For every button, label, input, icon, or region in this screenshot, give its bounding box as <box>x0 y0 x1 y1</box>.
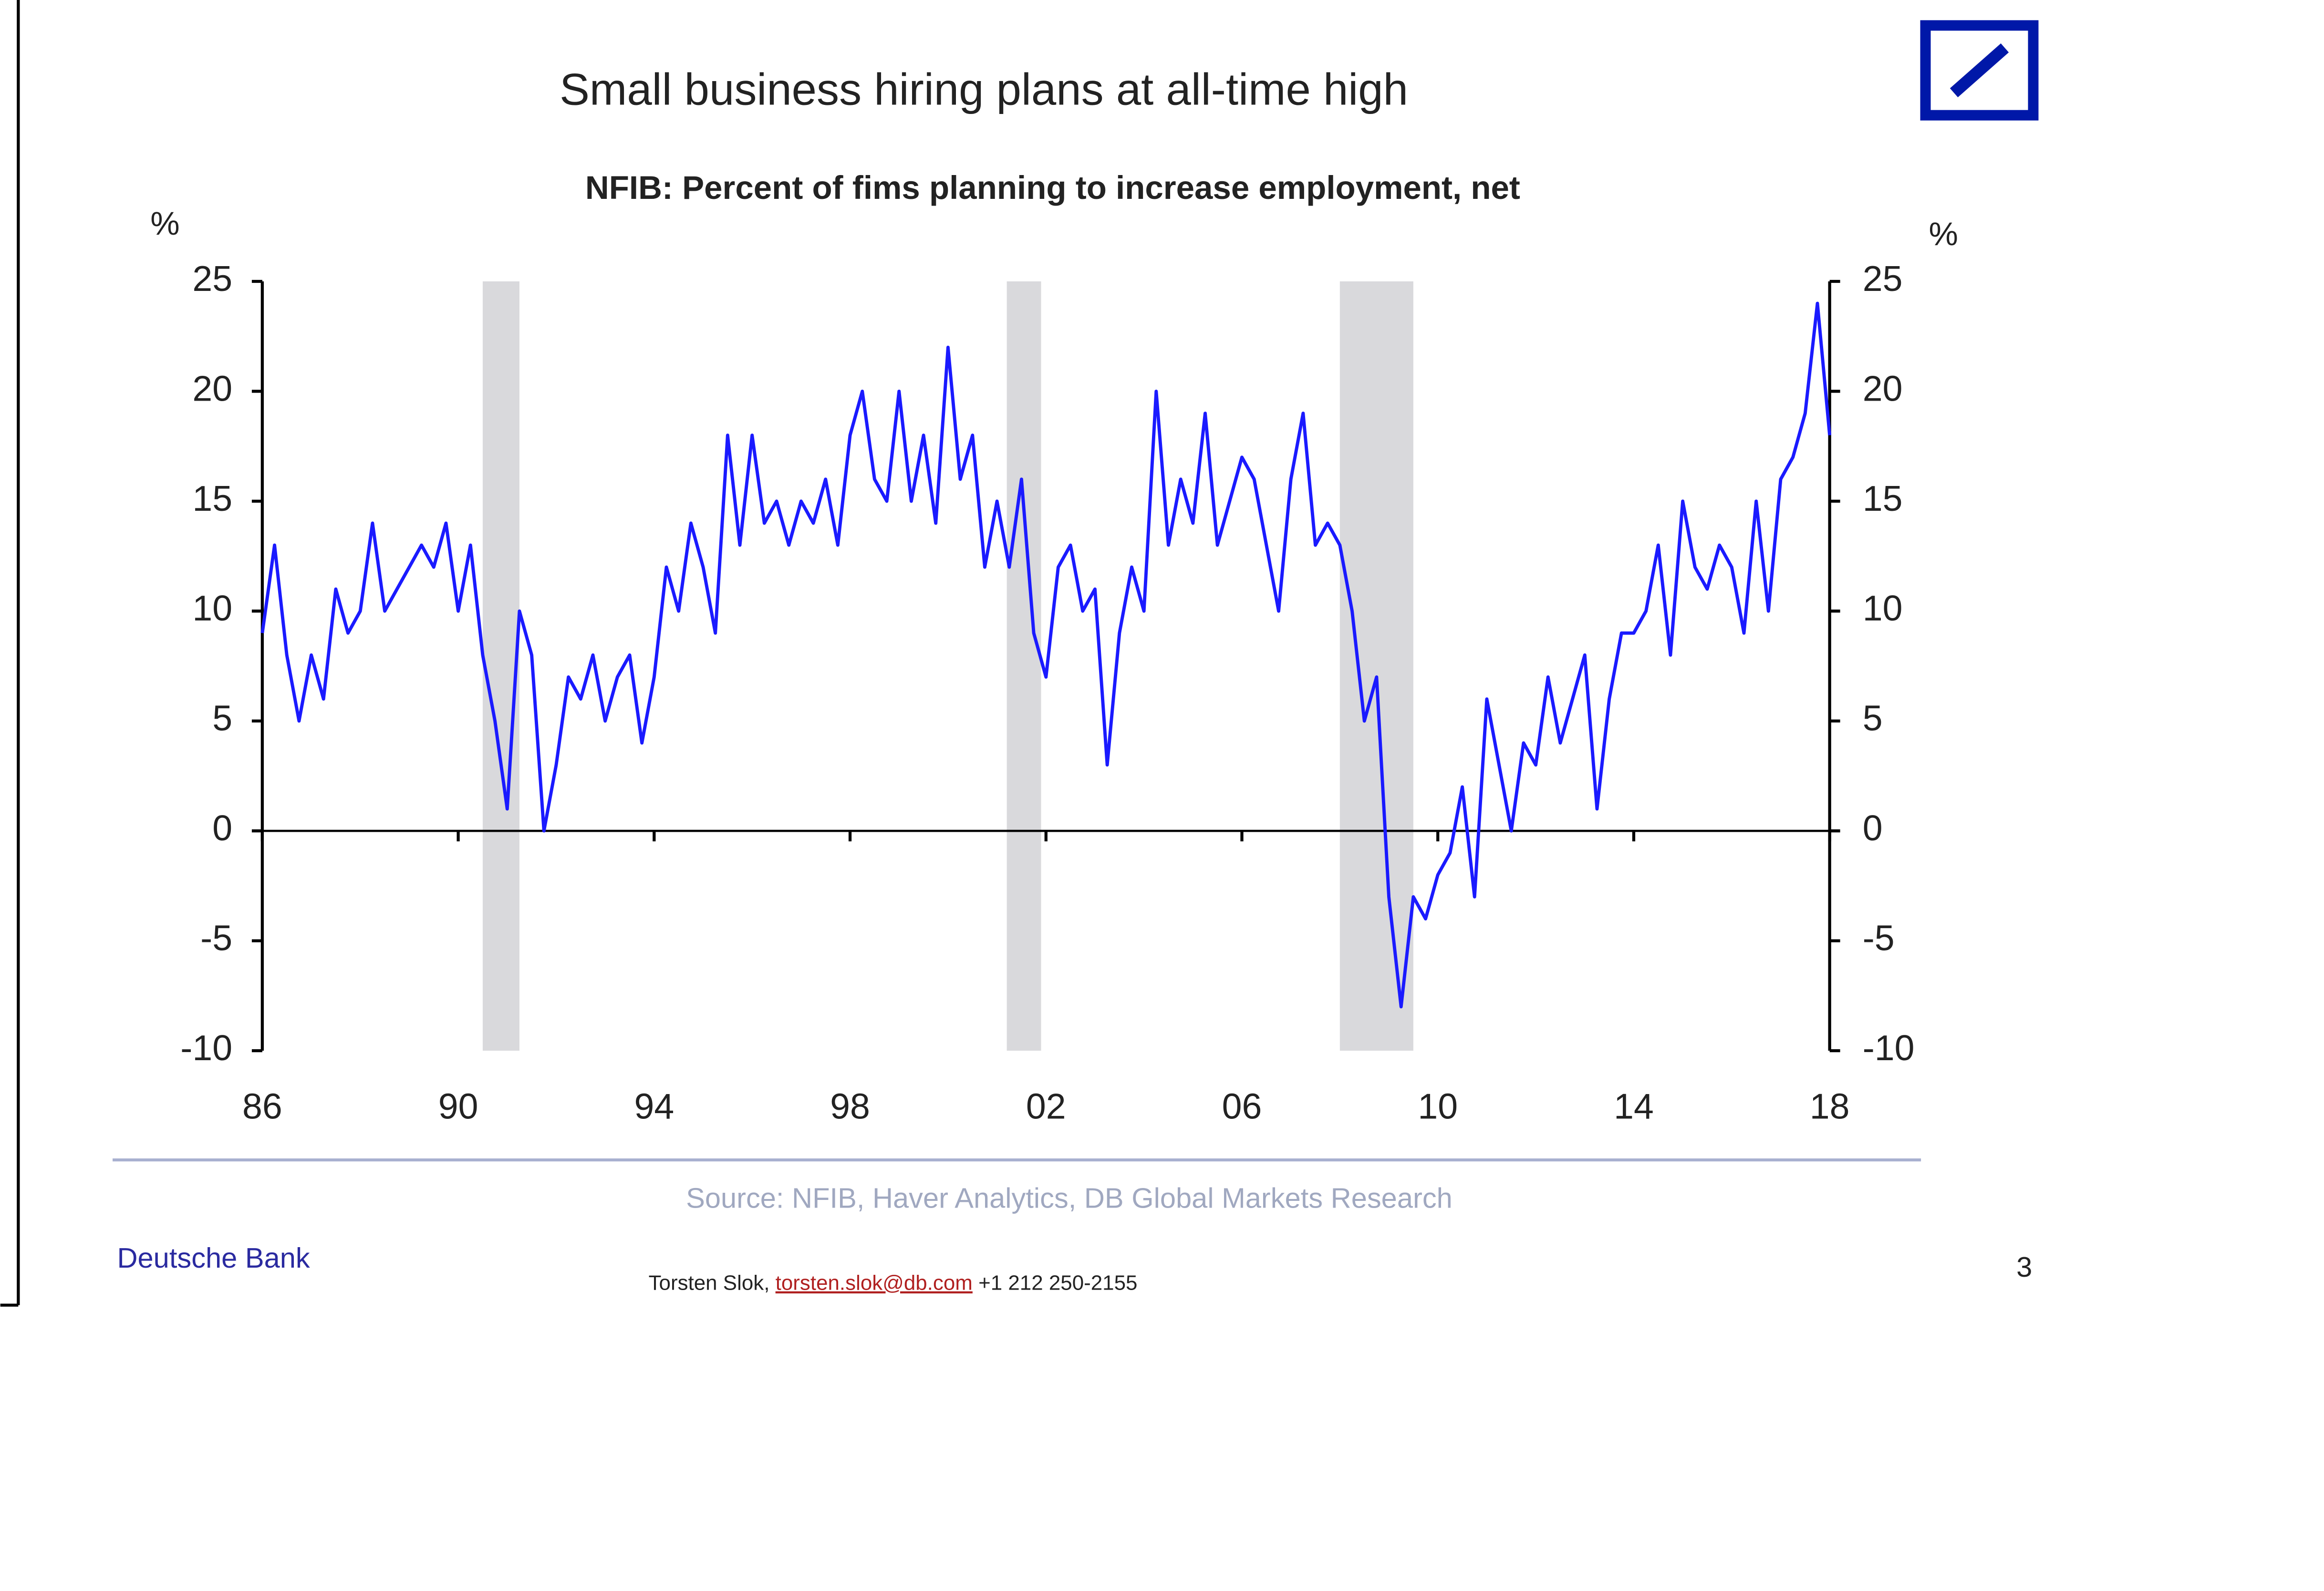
x-tick-label: 06 <box>1222 1086 1262 1126</box>
x-tick-label: 02 <box>1026 1086 1066 1126</box>
y-tick-label: -5 <box>200 918 232 958</box>
series-line <box>260 301 1832 1009</box>
recession-band <box>1339 281 1413 1051</box>
recession-band <box>482 281 519 1051</box>
x-tick-label: 18 <box>1810 1086 1850 1126</box>
x-tick-label: 86 <box>242 1086 282 1126</box>
y-tick-label: 15 <box>192 478 232 518</box>
x-tick-label: 14 <box>1614 1086 1654 1126</box>
y-tick-label: 20 <box>192 368 232 408</box>
y2-tick-label: 5 <box>1863 698 1883 738</box>
y2-tick-label: 15 <box>1863 478 1903 518</box>
contact-name: Torsten Slok, <box>649 1271 776 1294</box>
y-tick-label: 0 <box>212 808 232 848</box>
y-tick-label: -10 <box>180 1028 232 1068</box>
db-logo <box>1920 20 2039 121</box>
recession-band <box>1006 281 1041 1051</box>
y2-tick-label: -5 <box>1863 918 1895 958</box>
y-tick-label: 10 <box>192 588 232 628</box>
y2-tick-label: 20 <box>1863 368 1903 408</box>
source-note: Source: NFIB, Haver Analytics, DB Global… <box>686 1182 1452 1214</box>
x-tick-label: 90 <box>438 1086 478 1126</box>
contact-email[interactable]: torsten.slok@db.com <box>776 1271 973 1294</box>
y-axis-label: % <box>150 205 179 242</box>
x-tick-label: 98 <box>830 1086 870 1126</box>
x-tick-label: 10 <box>1418 1086 1458 1126</box>
contact: Torsten Slok, torsten.slok@db.com +1 212… <box>649 1271 1138 1294</box>
plot: -10 -5 0 5 10 15 20 25 -10 -5 0 5 10 15 20 25 86 90 94 98 02… <box>180 258 1914 1126</box>
y-tick-label: 25 <box>192 258 232 299</box>
y2-axis-label: % <box>1929 215 1958 252</box>
brand: Deutsche Bank <box>117 1242 310 1274</box>
y-tick-label: 5 <box>212 698 232 738</box>
chart-subtitle: NFIB: Percent of fims planning to increa… <box>585 169 1520 206</box>
y2-tick-label: 25 <box>1863 258 1903 299</box>
x-tick-label: 94 <box>634 1086 674 1126</box>
y2-tick-label: 0 <box>1863 808 1883 848</box>
y2-tick-label: 10 <box>1863 588 1903 628</box>
page-number: 3 <box>2016 1251 2032 1283</box>
chart-title: Small business hiring plans at all-time … <box>560 64 1408 114</box>
logo-box <box>1920 20 2039 121</box>
contact-phone: +1 212 250-2155 <box>973 1271 1138 1294</box>
logo-slash <box>1950 43 2009 97</box>
y2-tick-label: -10 <box>1863 1028 1915 1068</box>
